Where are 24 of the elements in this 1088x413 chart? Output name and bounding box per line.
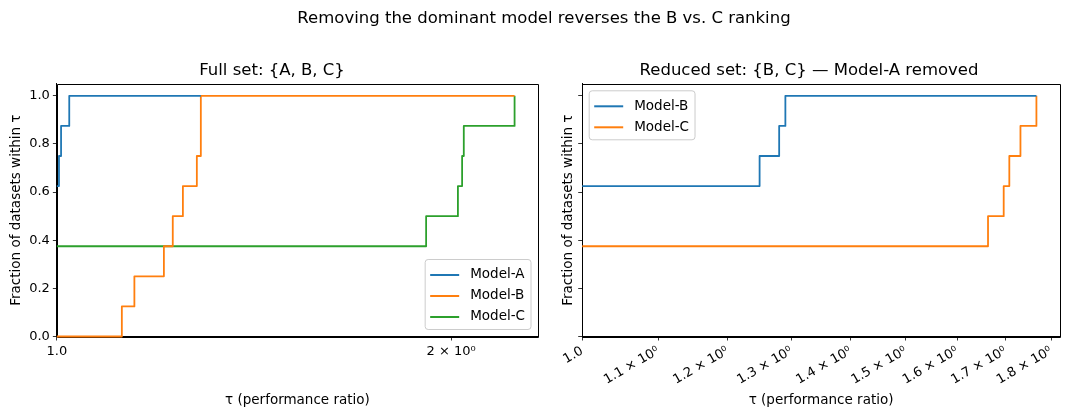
x-axis-title: τ (performance ratio) [225, 391, 370, 408]
legend-label: Model-A [470, 265, 526, 282]
chart-title: Full set: {A, B, C} [199, 60, 345, 80]
y-axis-title: Fraction of datasets within τ [6, 114, 23, 306]
x-tick-label: 2 × 10⁰ [426, 342, 476, 358]
legend-label: Model-B [470, 286, 525, 303]
y-tick-label: 1.0 [29, 87, 50, 103]
x-tick-label: 1.2 × 10⁰ [670, 342, 731, 387]
legend-label: Model-B [634, 96, 689, 113]
y-tick-label: 0.8 [29, 135, 50, 151]
y-tick-label: 0.4 [29, 231, 50, 247]
x-tick-label: 1.0 [46, 342, 68, 358]
x-tick-label: 1.3 × 10⁰ [733, 342, 795, 387]
y-tick-label: 0.6 [29, 183, 50, 199]
y-tick-label: 0.2 [29, 279, 50, 295]
x-tick-label: 1.1 × 10⁰ [600, 342, 662, 387]
chart-title: Reduced set: {B, C} — Model-A removed [639, 60, 979, 80]
legend-label: Model-C [634, 117, 690, 134]
y-axis-title: Fraction of datasets within τ [558, 114, 575, 306]
text: Removing the dominant model reverses the B vs. C ranking [297, 8, 791, 28]
x-tick-label: 1.0 [560, 342, 586, 367]
y-tick-label: 0.0 [29, 327, 50, 343]
x-axis-title: τ (performance ratio) [748, 391, 894, 408]
legend-label: Model-C [470, 307, 526, 324]
